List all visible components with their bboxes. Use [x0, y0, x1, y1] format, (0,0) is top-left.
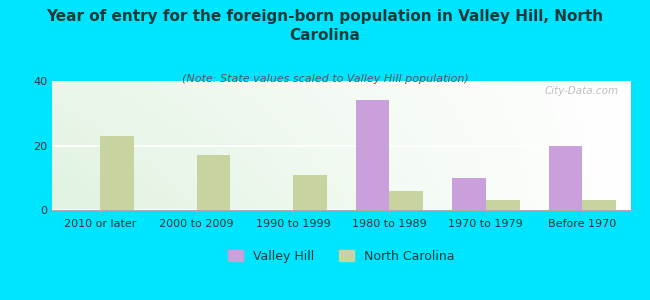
Bar [582, 200, 616, 210]
Bar [452, 178, 486, 210]
Bar [356, 100, 389, 210]
Bar [100, 136, 134, 210]
Text: City-Data.com: City-Data.com [545, 86, 619, 96]
Text: Year of entry for the foreign-born population in Valley Hill, North
Carolina: Year of entry for the foreign-born popul… [46, 9, 604, 43]
Legend: Valley Hill, North Carolina: Valley Hill, North Carolina [223, 244, 460, 268]
Bar [486, 200, 519, 210]
Bar [389, 191, 423, 210]
Bar [293, 175, 327, 210]
Bar [549, 146, 582, 210]
Text: (Note: State values scaled to Valley Hill population): (Note: State values scaled to Valley Hil… [181, 74, 469, 83]
Bar [196, 155, 230, 210]
